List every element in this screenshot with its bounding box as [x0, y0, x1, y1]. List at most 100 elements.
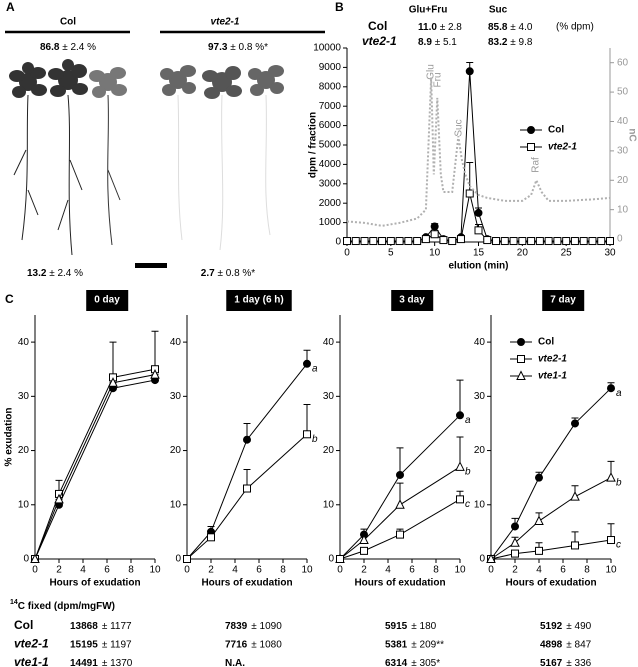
title-box [226, 290, 292, 311]
chart: 0 2 4 6 8 10 0 10 20 30 40 Hours of exudation % exud… [4, 290, 161, 589]
summary-column: Suc [489, 5, 508, 16]
summary-cell: 85.8 ± 4.0 [488, 22, 533, 33]
cell: N.A. [225, 658, 245, 667]
marker [369, 237, 378, 246]
y-tick-label: 10 [170, 499, 182, 510]
y-tick-label: 20 [170, 445, 182, 456]
marker [483, 236, 492, 245]
significance-letter: b [616, 477, 622, 488]
marker [535, 546, 543, 555]
y2-tick-label: 40 [617, 116, 629, 127]
marker [607, 536, 615, 545]
peak-label: Glu [426, 64, 437, 80]
y-tick-label: 7000 [319, 101, 342, 112]
x-tick-label: 0 [32, 565, 38, 576]
marker [183, 555, 191, 563]
marker [386, 237, 395, 246]
y-tick-label: 40 [323, 337, 335, 348]
summary-cell: 8.9 ± 5.1 [418, 37, 457, 48]
marker [516, 370, 526, 380]
significance-letter: b [312, 434, 318, 445]
series-line [34, 379, 156, 560]
y-tick-label: 5000 [319, 140, 342, 151]
y-tick-label: 0 [23, 554, 29, 565]
x-tick-label: 6 [256, 565, 262, 576]
summary-row-name: vte2-1 [362, 34, 397, 48]
summary-cell: 11.0 ± 2.8 [418, 22, 462, 33]
marker [606, 237, 614, 246]
y2-tick-label: 10 [617, 204, 629, 215]
series-line [186, 433, 308, 560]
marker [571, 541, 579, 550]
marker [597, 237, 606, 246]
marker [544, 237, 553, 246]
y-tick-label: 0 [175, 554, 181, 565]
marker [465, 67, 474, 76]
x-tick-label: 0 [344, 248, 350, 259]
marker [243, 484, 251, 493]
marker [413, 237, 422, 246]
cell-value: 5167 [540, 658, 563, 667]
marker [607, 384, 615, 393]
significance-letter: a [616, 388, 622, 399]
significance-letter: c [616, 540, 621, 551]
series-line [490, 387, 612, 560]
marker [396, 470, 404, 479]
cell: 5915 ± 180 [385, 621, 437, 632]
shoot-value: 97.3 ± 0.8 %* [208, 42, 268, 53]
cell: 7839 ± 1090 [225, 621, 282, 632]
marker [535, 237, 544, 246]
table-title: 14C fixed (dpm/mgFW) [10, 599, 115, 612]
x-tick-label: 0 [337, 565, 343, 576]
y-tick-label: 0 [335, 237, 341, 248]
series-line [346, 77, 611, 227]
marker [395, 499, 405, 509]
y2-tick-label: 60 [617, 57, 629, 68]
marker [570, 237, 579, 246]
cell: 5192 ± 490 [540, 621, 592, 632]
cell-sd: ± 336 [566, 658, 591, 667]
x-tick-label: 15 [473, 248, 485, 259]
chart-title: 0 day [94, 295, 120, 306]
marker [456, 495, 464, 504]
marker [359, 534, 369, 545]
marker [562, 237, 571, 246]
significance-letter: b [465, 466, 471, 477]
error-bar [456, 379, 464, 416]
marker [579, 237, 588, 246]
chart: 0 2 4 6 8 10 0 10 20 30 40 Hours of exudation 3 day a… [323, 290, 471, 589]
significance-letter: a [465, 415, 471, 426]
marker [360, 546, 368, 555]
marker [243, 435, 251, 444]
cell-value: 5381 [385, 639, 408, 650]
cell-value: 4898 [540, 639, 563, 650]
y-axis-label: % exudation [4, 408, 15, 467]
cell-value: 5192 [540, 621, 563, 632]
title-box [86, 290, 129, 311]
marker [527, 143, 535, 151]
marker [517, 338, 525, 346]
x-tick-label: 2 [512, 565, 518, 576]
cell-value: 6314 [385, 658, 408, 667]
group-name: Col [60, 17, 76, 28]
marker [456, 235, 465, 244]
y-tick-label: 20 [323, 445, 335, 456]
x-tick-label: 2 [56, 565, 62, 576]
summary-row-name: Col [368, 19, 387, 33]
marker [150, 369, 160, 379]
marker [500, 237, 509, 246]
marker [553, 237, 562, 246]
y2-axis-label: nC [626, 128, 637, 141]
cell-sd: ± 490 [566, 621, 591, 632]
cell-value: N.A. [225, 658, 245, 667]
y-tick-label: 30 [474, 391, 486, 402]
chart: 0 2 4 6 8 10 0 10 20 30 40 Hours of exudation 7 day a… [474, 290, 622, 589]
marker [571, 419, 579, 428]
y-tick-label: 30 [18, 391, 30, 402]
marker [456, 411, 464, 420]
marker [588, 237, 597, 246]
marker [303, 359, 311, 368]
marker [570, 491, 580, 501]
panel-b-summary: B Glu+Fru Suc Col 11.0 ± 2.8 85.8 ± 4.0 … [335, 0, 594, 48]
cell-value: 7839 [225, 621, 248, 632]
